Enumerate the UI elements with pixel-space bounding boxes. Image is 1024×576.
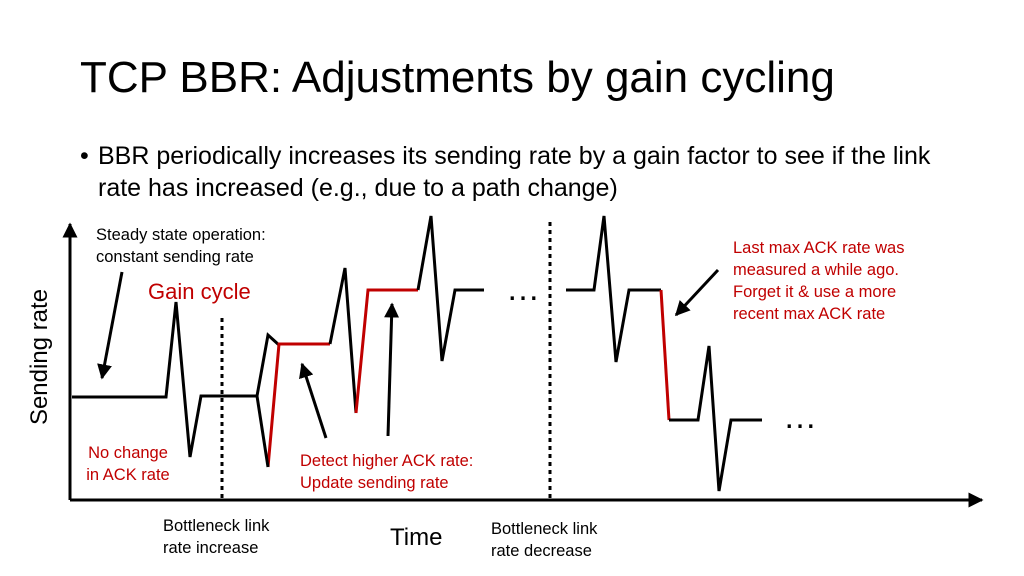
last-max-line3: Forget it & use a more xyxy=(733,283,897,301)
rate-trace-2 xyxy=(328,267,358,414)
ellipsis-1: … xyxy=(506,270,540,308)
bullet-text: BBR periodically increases its sending r… xyxy=(98,142,931,202)
rate-increase-line1: Bottleneck link xyxy=(163,517,270,535)
rate-trace-3 xyxy=(416,215,484,362)
steady-state-line2: constant sending rate xyxy=(96,248,254,266)
last-max-label: Last max ACK rate was measured a while a… xyxy=(733,237,905,325)
rate-trace-4 xyxy=(566,215,661,363)
steady-state-label: Steady state operation: constant sending… xyxy=(96,224,266,268)
detect-line2: Update sending rate xyxy=(300,474,449,492)
rate-trace-5 xyxy=(669,345,762,492)
no-change-label: No change in ACK rate xyxy=(78,442,178,486)
rate-decrease-line2: rate decrease xyxy=(491,542,592,560)
steady-state-line1: Steady state operation: xyxy=(96,226,266,244)
x-axis-label: Time xyxy=(390,524,443,551)
rate-decrease-label: Bottleneck link rate decrease xyxy=(491,518,597,562)
bullet-point: • BBR periodically increases its sending… xyxy=(80,140,940,204)
rate-trace-2-update xyxy=(354,288,418,414)
last-max-line4: recent max ACK rate xyxy=(733,305,886,323)
rate-decrease-line1: Bottleneck link xyxy=(491,520,598,538)
last-max-line1: Last max ACK rate was xyxy=(733,239,905,257)
rate-increase-line2: rate increase xyxy=(163,539,259,557)
detect-line1: Detect higher ACK rate: xyxy=(300,452,474,470)
rate-trace-1-update xyxy=(266,342,330,468)
detect-higher-label: Detect higher ACK rate: Update sending r… xyxy=(300,450,473,494)
no-change-line2: in ACK rate xyxy=(86,466,170,484)
detect-arrow-2 xyxy=(384,302,400,437)
bullet-dot: • xyxy=(80,142,89,170)
rate-trace-1 xyxy=(72,301,281,458)
last-max-arrow xyxy=(674,268,720,317)
rate-increase-label: Bottleneck link rate increase xyxy=(163,515,269,559)
rate-trace-1-start xyxy=(255,395,270,468)
ellipsis-2: … xyxy=(783,398,817,436)
last-max-line2: measured a while ago. xyxy=(733,261,900,279)
detect-arrow-1 xyxy=(299,362,328,439)
slide-title: TCP BBR: Adjustments by gain cycling xyxy=(80,53,835,102)
no-change-line1: No change xyxy=(88,444,168,462)
steady-state-arrow xyxy=(97,271,124,380)
y-axis-label: Sending rate xyxy=(26,288,53,426)
gain-cycle-label: Gain cycle xyxy=(148,279,251,304)
rate-trace-4-drop xyxy=(659,289,671,421)
